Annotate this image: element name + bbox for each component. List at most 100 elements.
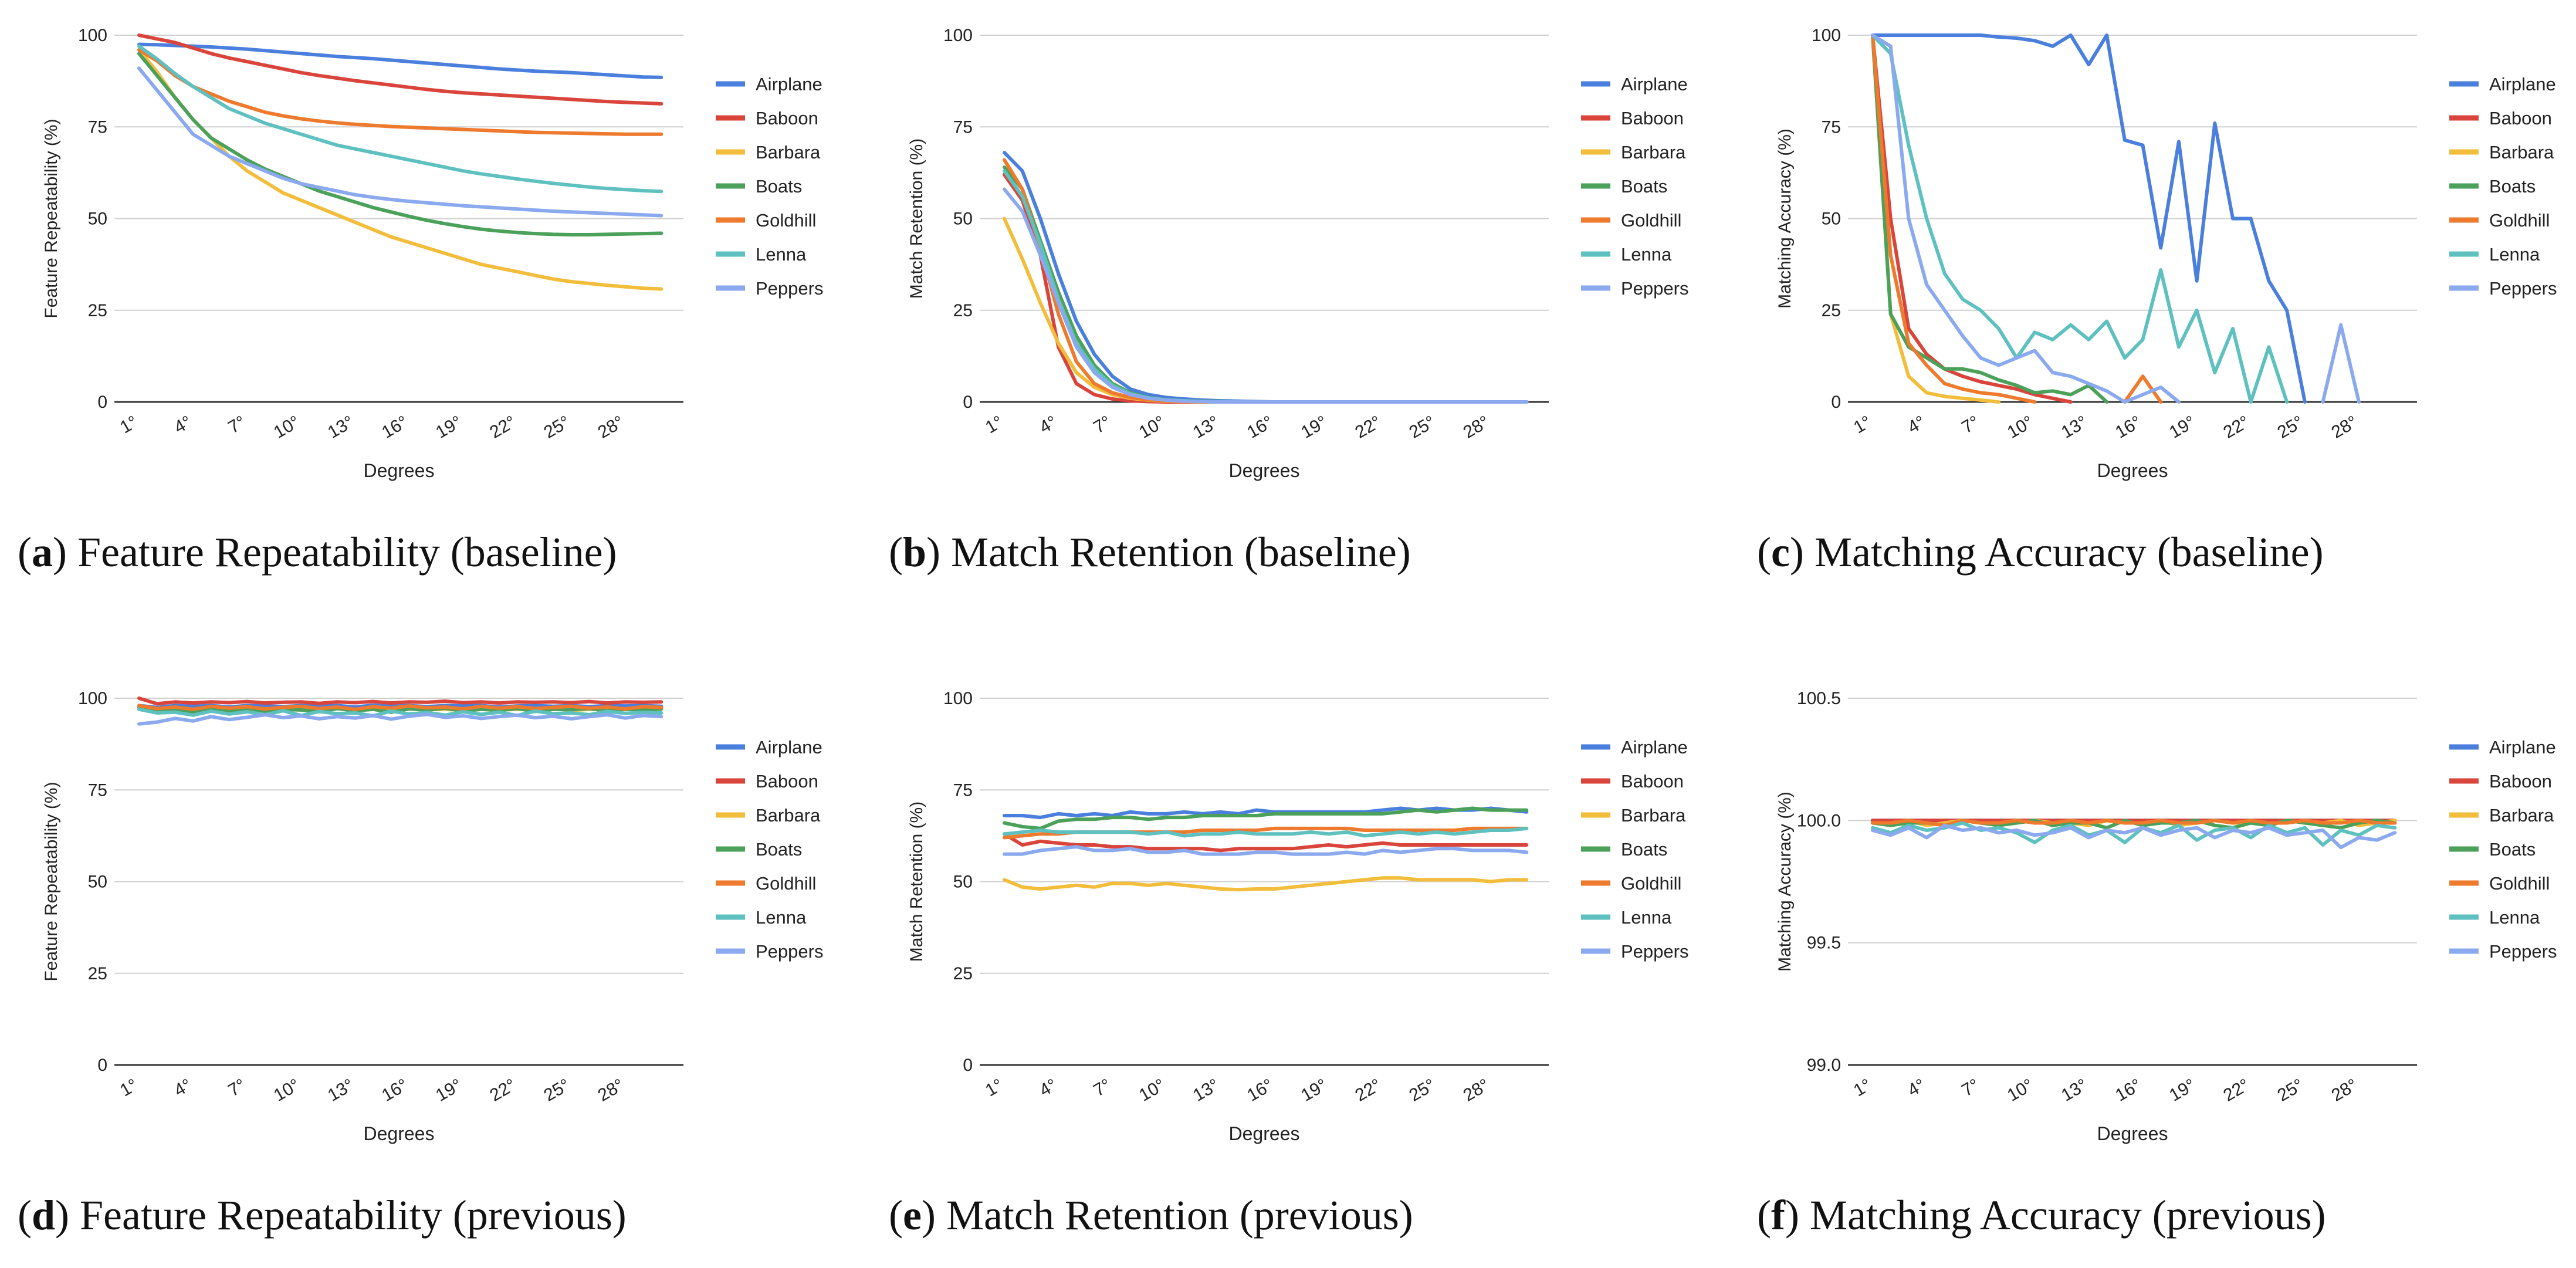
legend-label-airplane: Airplane xyxy=(2489,74,2556,94)
chart-panel-b: 0 25 50 75 100 1° 4° 7° 10° 13° 16° 19° 22° 25° 28° Deg… xyxy=(865,0,1724,604)
x-axis-title: Degrees xyxy=(1229,1123,1300,1144)
y-tick-label: 0 xyxy=(97,1056,107,1075)
caption-f: (f) Matching Accuracy (previous) xyxy=(1757,1192,2326,1239)
y-tick-label: 50 xyxy=(953,209,973,229)
legend-label-peppers: Peppers xyxy=(1621,941,1688,962)
x-tick-label: 16° xyxy=(2112,412,2145,442)
legend-label-baboon: Baboon xyxy=(2489,108,2552,129)
y-tick-label: 50 xyxy=(88,209,107,229)
x-tick-label: 7° xyxy=(1958,1075,1982,1100)
y-tick-label: 100 xyxy=(78,26,107,45)
legend-label-goldhill: Goldhill xyxy=(1621,210,1681,231)
y-tick-label: 100 xyxy=(943,26,973,45)
series-line-boats xyxy=(137,52,664,236)
y-tick-label: 100 xyxy=(943,689,973,708)
legend-label-baboon: Baboon xyxy=(756,108,818,129)
y-tick-label: 75 xyxy=(953,117,973,137)
legend-label-boats: Boats xyxy=(2489,839,2536,860)
chart-b: 0 25 50 75 100 1° 4° 7° 10° 13° 16° 19° 22° 25° 28° Deg… xyxy=(907,26,1688,481)
x-tick-label: 19° xyxy=(432,1075,465,1105)
legend-label-peppers: Peppers xyxy=(1621,278,1688,299)
x-tick-label: 7° xyxy=(1958,412,1982,437)
legend-label-barbara: Barbara xyxy=(1621,805,1686,826)
legend-label-airplane: Airplane xyxy=(756,74,822,94)
series-line-lenna xyxy=(137,707,664,718)
x-tick-label: 1° xyxy=(982,1075,1006,1100)
chart-panel-c: 0 25 50 75 100 1° 4° 7° 10° 13° 16° 19° 22° 25° 28° Deg… xyxy=(1734,0,2576,604)
x-tick-label: 4° xyxy=(1904,412,1928,437)
x-axis-title: Degrees xyxy=(2097,1123,2168,1144)
series-line-boats xyxy=(137,705,664,714)
series-line-goldhill xyxy=(1871,819,2397,827)
legend-label-barbara: Barbara xyxy=(756,142,821,163)
x-tick-label: 13° xyxy=(324,412,357,442)
y-axis-title: Match Retention (%) xyxy=(907,138,926,299)
y-tick-label: 75 xyxy=(88,117,107,137)
y-tick-label: 100 xyxy=(1812,26,1841,45)
x-tick-label: 10° xyxy=(1136,412,1169,442)
chart-c: 0 25 50 75 100 1° 4° 7° 10° 13° 16° 19° 22° 25° 28° Deg… xyxy=(1775,26,2557,481)
legend-label-lenna: Lenna xyxy=(756,907,807,928)
x-tick-label: 28° xyxy=(595,1075,628,1105)
y-tick-label: 99.5 xyxy=(1807,934,1841,953)
y-tick-label: 100 xyxy=(78,689,107,708)
legend-label-baboon: Baboon xyxy=(1621,108,1684,129)
chart-panel-d: 0 25 50 75 100 1° 4° 7° 10° 13° 16° 19° 22° 25° 28° Deg… xyxy=(0,663,858,1268)
x-tick-label: 4° xyxy=(1036,1075,1060,1100)
x-tick-label: 4° xyxy=(171,412,195,437)
legend-label-goldhill: Goldhill xyxy=(756,873,816,894)
y-tick-label: 25 xyxy=(88,964,107,983)
x-tick-label: 16° xyxy=(378,1075,411,1105)
y-axis-title: Feature Repeatability (%) xyxy=(42,782,61,981)
chart-panel-e: 0 25 50 75 100 1° 4° 7° 10° 13° 16° 19° 22° 25° 28° Deg… xyxy=(865,663,1724,1268)
x-tick-label: 22° xyxy=(2220,1075,2253,1105)
series-line-airplane xyxy=(1871,33,2307,404)
x-tick-label: 7° xyxy=(1090,412,1114,437)
y-tick-label: 50 xyxy=(953,873,973,892)
series-line-peppers xyxy=(1003,845,1529,856)
x-tick-label: 1° xyxy=(117,1075,141,1100)
y-axis-title: Match Retention (%) xyxy=(907,802,926,962)
legend-label-baboon: Baboon xyxy=(1621,771,1684,792)
legend-label-boats: Boats xyxy=(1621,176,1667,197)
caption-d: (d) Feature Repeatability (previous) xyxy=(18,1192,627,1239)
x-tick-label: 22° xyxy=(1352,412,1385,442)
x-tick-label: 10° xyxy=(2004,412,2037,442)
legend-label-lenna: Lenna xyxy=(1621,244,1672,265)
legend-label-goldhill: Goldhill xyxy=(2489,210,2550,231)
series-line-boats xyxy=(1003,806,1529,830)
series-line-peppers xyxy=(1871,33,2361,404)
x-tick-label: 16° xyxy=(1244,412,1277,442)
x-axis-title: Degrees xyxy=(364,460,435,481)
legend-label-lenna: Lenna xyxy=(1621,907,1672,928)
y-axis-title: Matching Accuracy (%) xyxy=(1775,792,1795,972)
y-tick-label: 99.0 xyxy=(1807,1056,1841,1075)
y-tick-label: 50 xyxy=(88,873,107,892)
x-tick-label: 22° xyxy=(486,412,519,442)
x-tick-label: 19° xyxy=(1298,412,1331,442)
x-tick-label: 4° xyxy=(171,1075,195,1100)
x-tick-label: 10° xyxy=(270,1075,303,1105)
caption-a: (a) Feature Repeatability (baseline) xyxy=(18,529,617,576)
legend-label-goldhill: Goldhill xyxy=(756,210,816,231)
x-tick-label: 16° xyxy=(378,412,411,442)
legend-label-boats: Boats xyxy=(756,839,802,860)
x-tick-label: 22° xyxy=(486,1075,519,1105)
x-tick-label: 13° xyxy=(324,1075,357,1105)
legend-label-lenna: Lenna xyxy=(756,244,807,265)
y-tick-label: 25 xyxy=(88,301,107,320)
y-tick-label: 75 xyxy=(88,780,107,800)
series-line-peppers xyxy=(1871,823,2397,850)
x-tick-label: 10° xyxy=(2004,1075,2037,1105)
legend-label-boats: Boats xyxy=(756,176,802,197)
x-tick-label: 4° xyxy=(1036,412,1060,437)
x-tick-label: 25° xyxy=(2274,1075,2307,1105)
x-tick-label: 1° xyxy=(1850,1075,1874,1100)
y-tick-label: 50 xyxy=(1822,209,1841,229)
series-line-lenna xyxy=(137,44,664,194)
x-tick-label: 19° xyxy=(1298,1075,1331,1105)
y-axis-title: Matching Accuracy (%) xyxy=(1775,129,1795,309)
chart-f: 99.0 99.5 100.0 100.5 1° 4° 7° 10° 13° 16° 19° 22° 2… xyxy=(1775,689,2557,1144)
y-tick-label: 100.0 xyxy=(1797,811,1841,830)
y-tick-label: 25 xyxy=(953,964,973,983)
